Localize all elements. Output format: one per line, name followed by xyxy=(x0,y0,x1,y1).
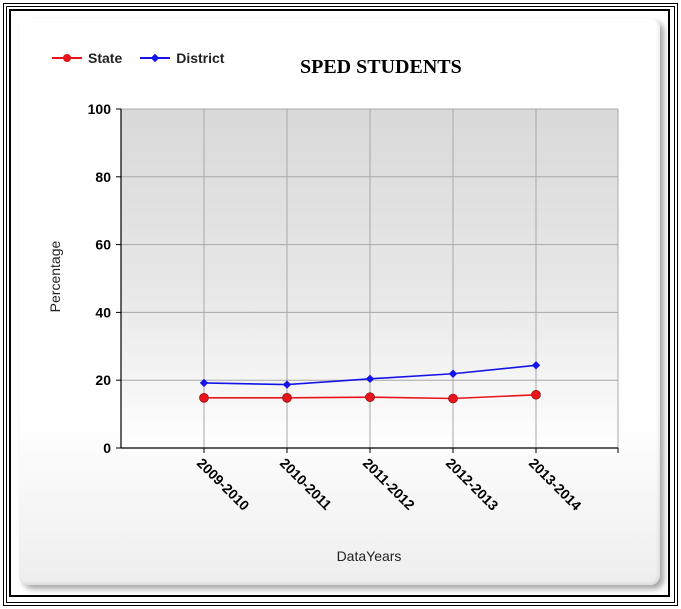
y-tick-label: 40 xyxy=(95,304,111,320)
chart-title: SPED STUDENTS xyxy=(300,56,462,78)
legend: State District xyxy=(52,50,242,66)
y-axis-title: Percentage xyxy=(47,240,63,312)
y-tick-label: 60 xyxy=(95,237,111,253)
point-state xyxy=(282,393,292,403)
point-district xyxy=(282,380,292,389)
point-district xyxy=(531,361,541,370)
y-tick-label: 0 xyxy=(103,440,111,456)
legend-item-state: State xyxy=(52,50,122,66)
x-tick-label: 2013-2014 xyxy=(526,455,585,514)
x-tick-label: 2010-2011 xyxy=(277,455,335,513)
legend-label-district: District xyxy=(176,50,225,66)
point-state xyxy=(199,393,209,403)
x-tick-label: 2011-2012 xyxy=(360,455,418,513)
legend-label-state: State xyxy=(88,50,123,66)
point-state xyxy=(448,393,458,404)
x-tick-label: 2009-2010 xyxy=(194,455,253,514)
point-state xyxy=(531,389,541,400)
y-tick-label: 80 xyxy=(95,169,111,185)
legend-swatch-state xyxy=(52,52,82,64)
x-axis-title: DataYears xyxy=(337,548,402,564)
y-tick-label: 100 xyxy=(88,101,112,117)
point-district xyxy=(448,369,458,378)
x-tick-label: 2012-2013 xyxy=(443,455,502,514)
point-district xyxy=(199,378,209,388)
legend-swatch-district xyxy=(140,52,171,64)
point-district xyxy=(365,374,375,384)
point-state xyxy=(365,392,375,402)
legend-item-district: District xyxy=(140,50,224,66)
y-tick-label: 20 xyxy=(95,372,111,388)
